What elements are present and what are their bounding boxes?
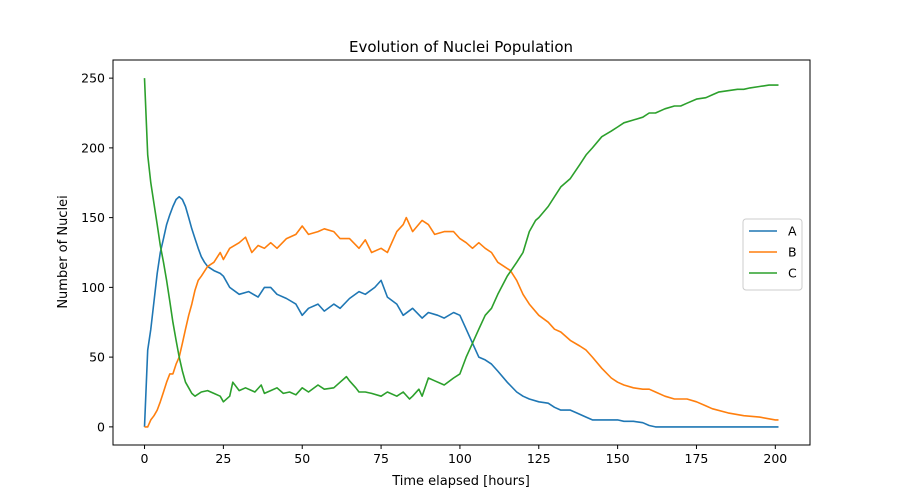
series-line-C: [143, 78, 779, 403]
x-tick-label: 150: [606, 451, 630, 466]
y-tick-label: 0: [97, 419, 105, 434]
x-tick-label: 175: [685, 451, 709, 466]
series-line-B: [144, 216, 779, 428]
x-tick-label: 100: [448, 451, 472, 466]
chart-title: Evolution of Nuclei Population: [349, 38, 573, 56]
y-tick-label: 200: [81, 140, 105, 155]
legend-label-A: A: [788, 224, 797, 239]
x-tick-label: 125: [527, 451, 551, 466]
y-tick-label: 50: [89, 350, 105, 365]
legend-label-B: B: [788, 245, 797, 260]
x-axis-label: Time elapsed [hours]: [391, 474, 530, 489]
y-tick-label: 150: [81, 210, 105, 225]
x-tick-label: 50: [294, 451, 310, 466]
legend: ABC: [742, 218, 803, 291]
axis-ticks: 0 25 50 75 100 125 150 175 200 0 50 100 150 200 250: [81, 71, 787, 466]
x-tick-label: 200: [763, 451, 787, 466]
x-tick-label: 25: [215, 451, 231, 466]
series-line-A: [143, 195, 779, 428]
y-axis-label: Number of Nuclei: [56, 195, 71, 308]
plot-frame: [112, 59, 811, 446]
x-tick-label: 0: [141, 451, 149, 466]
plot-area: [143, 78, 779, 428]
legend-label-C: C: [788, 266, 797, 281]
y-tick-label: 250: [81, 71, 105, 86]
y-tick-label: 100: [81, 280, 105, 295]
x-tick-label: 75: [373, 451, 389, 466]
